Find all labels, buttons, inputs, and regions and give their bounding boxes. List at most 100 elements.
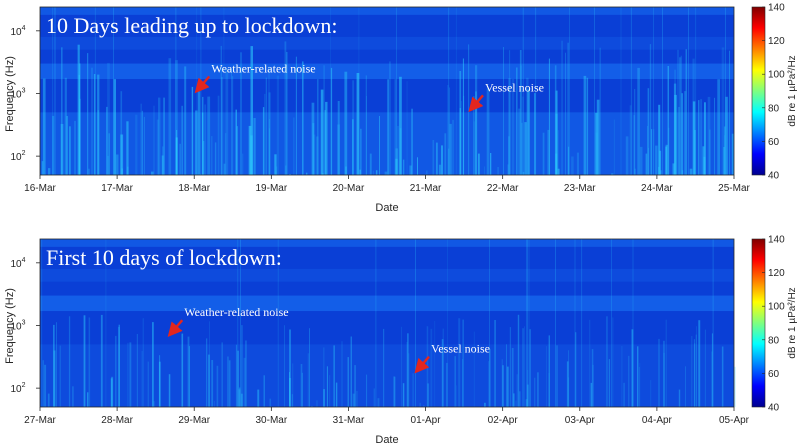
noise-streak	[595, 112, 598, 175]
noise-streak	[214, 400, 215, 407]
noise-streak	[221, 77, 223, 175]
noise-streak	[502, 365, 504, 407]
noise-streak	[460, 101, 462, 175]
noise-streak	[629, 105, 632, 175]
noise-streak	[239, 387, 241, 407]
colorbar-tick-label: 140	[768, 235, 785, 246]
noise-streak	[61, 47, 63, 175]
x-tick-label: 02-Apr	[488, 415, 519, 426]
noise-streak	[289, 329, 291, 407]
noise-streak	[203, 141, 205, 175]
noise-streak	[42, 78, 46, 175]
noise-streak	[159, 355, 161, 407]
noise-streak	[360, 128, 362, 175]
noise-streak	[698, 320, 701, 407]
noise-streak	[734, 366, 736, 407]
noise-streak	[220, 45, 222, 176]
colorbar-label: dB re 1 µPa²/Hz	[787, 55, 798, 126]
x-tick-label: 30-Mar	[255, 415, 287, 426]
noise-streak	[693, 339, 695, 407]
noise-streak	[307, 353, 310, 407]
noise-streak	[519, 50, 522, 175]
noise-streak	[647, 126, 648, 175]
noise-streak	[195, 110, 198, 175]
annotation-arrow	[414, 355, 430, 374]
noise-streak	[309, 328, 310, 407]
noise-streak	[118, 324, 120, 407]
noise-streak	[651, 129, 653, 175]
noise-streak	[623, 382, 625, 407]
broadband-streak	[653, 7, 654, 175]
noise-streak	[612, 317, 614, 407]
noise-streak	[153, 401, 156, 407]
noise-streak	[161, 155, 164, 175]
noise-streak	[136, 334, 138, 407]
panel-1-annotations: Weather-related noise Vessel noise	[194, 61, 544, 113]
noise-streak	[508, 78, 511, 175]
noise-streak	[52, 115, 55, 175]
noise-streak	[243, 357, 246, 407]
noise-streak	[311, 102, 315, 175]
noise-streak	[427, 383, 430, 407]
noise-streak	[87, 53, 89, 175]
annotation-label: Vessel noise	[431, 342, 490, 356]
noise-streak	[41, 161, 44, 175]
noise-streak	[613, 119, 615, 175]
noise-streak	[681, 170, 684, 175]
low-frequency-band	[40, 344, 734, 407]
noise-streak	[387, 79, 389, 175]
x-tick-label: 16-Mar	[24, 183, 56, 194]
noise-streak	[116, 154, 119, 175]
noise-streak	[292, 363, 294, 407]
noise-streak	[565, 52, 566, 176]
noise-streak	[406, 342, 408, 407]
panel-1-y-ticks: 102 103 104	[10, 25, 40, 163]
broadband-streak	[522, 7, 524, 175]
noise-streak	[265, 77, 267, 175]
noise-streak	[449, 123, 452, 175]
panel-1: Frequency (Hz) 10 Days leading up to loc…	[4, 3, 798, 215]
noise-streak	[262, 107, 265, 175]
broadband-streak	[237, 239, 239, 407]
plot-border	[39, 6, 735, 176]
broadband-streak	[630, 7, 632, 175]
noise-streak	[115, 335, 117, 407]
noise-streak	[591, 349, 594, 407]
noise-streak	[441, 145, 443, 175]
x-tick-label: 01-Apr	[411, 415, 442, 426]
noise-streak	[401, 326, 402, 407]
noise-streak	[321, 173, 324, 175]
noise-streak	[546, 346, 547, 407]
noise-streak	[592, 364, 594, 407]
noise-streak	[365, 75, 367, 175]
x-tick-label: 19-Mar	[255, 183, 287, 194]
broadband-streak	[52, 7, 53, 175]
noise-streak	[475, 91, 477, 175]
noise-streak	[442, 328, 444, 407]
noise-streak	[639, 146, 643, 175]
noise-streak	[723, 126, 726, 175]
noise-streak	[253, 118, 256, 175]
noise-streak	[681, 93, 683, 175]
noise-streak	[449, 87, 450, 175]
annotation-label: Weather-related noise	[211, 61, 315, 75]
noise-streak	[345, 166, 347, 175]
noise-streak	[529, 329, 531, 407]
noise-streak	[399, 76, 402, 175]
broadband-streak	[447, 239, 448, 407]
noise-streak	[703, 156, 706, 175]
noise-streak	[674, 69, 676, 175]
noise-streak	[329, 375, 331, 407]
noise-streak	[555, 90, 558, 175]
noise-streak	[448, 148, 450, 175]
noise-streak	[685, 366, 686, 407]
noise-streak	[628, 355, 630, 407]
panel-2-ylabel: Frequency (Hz)	[4, 288, 16, 364]
noise-streak	[352, 119, 354, 175]
noise-streak	[110, 378, 113, 407]
noise-streak	[548, 335, 550, 407]
noise-streak	[419, 402, 421, 407]
noise-streak	[79, 63, 81, 175]
noise-streak	[372, 170, 374, 175]
noise-streak	[383, 328, 385, 407]
